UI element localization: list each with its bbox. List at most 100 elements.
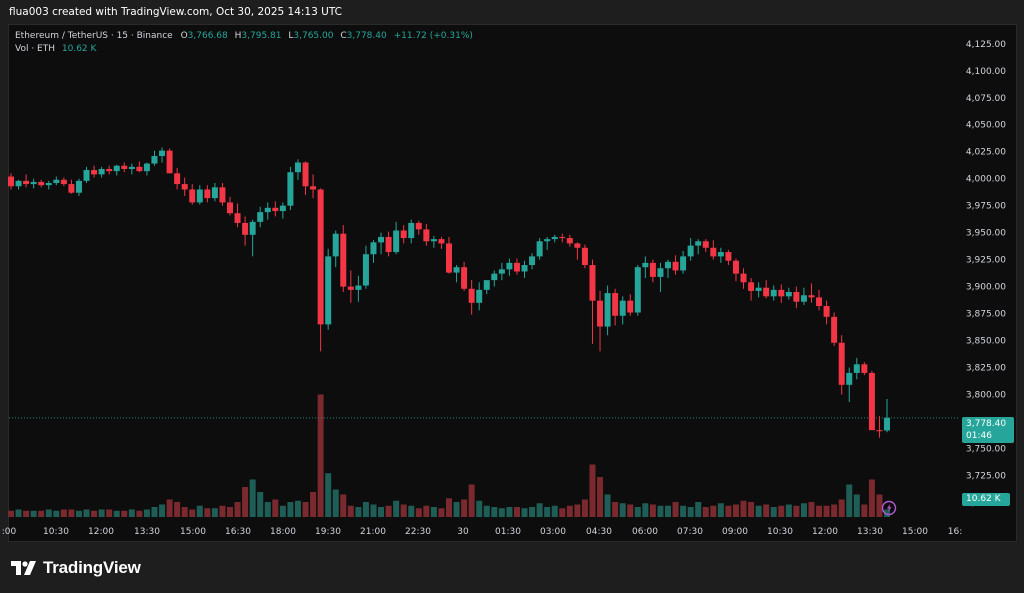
volume-bar [476,500,483,517]
volume-bar [453,502,460,517]
bar-countdown: 01:46 [966,431,992,441]
candle-body [619,300,626,316]
y-tick-label: 3,725.00 [966,471,1006,481]
candle-body [453,267,460,273]
candle-body [770,289,777,297]
candle-body [831,316,838,343]
volume-bar [408,505,415,517]
volume-bar [159,504,166,517]
x-tick-label: 04:30 [586,527,612,537]
volume-bar [687,507,694,517]
chart-panel[interactable] [8,24,1017,542]
y-tick-label: 3,925.00 [966,256,1006,266]
volume-bar [136,510,143,517]
candle-body [846,372,853,385]
candle-body [717,252,724,257]
candle-body [536,241,543,257]
candle-body [574,243,581,248]
candle-body [665,261,671,269]
volume-bar [415,508,422,517]
candle-body [461,267,468,289]
volume-bar [808,502,815,517]
volume-bar [438,508,445,517]
candle-body [143,163,150,172]
close-value: 3,778.40 [346,31,387,41]
volume-bar [446,498,452,517]
volume-bar [861,504,868,517]
volume-bar [581,499,588,517]
candle-body [257,212,264,222]
candle-body [378,236,385,243]
candle-body [581,247,588,266]
volume-label[interactable]: Vol · ETH [15,44,55,54]
tradingview-logo[interactable]: TradingView [11,557,141,579]
candle-body [393,230,400,253]
candle-body [513,262,520,272]
y-tick-label: 3,825.00 [966,364,1006,374]
candle-body [476,289,483,303]
x-tick-label: 09:00 [722,527,748,537]
candle-body [294,162,301,173]
candle-body [106,168,113,172]
volume-bar [513,507,520,517]
x-tick-label: 16:30 [225,527,251,537]
volume-bar [400,504,407,517]
volume-bar [189,509,196,517]
candle-body [740,273,747,283]
volume-bar [770,507,777,517]
candle-body [287,172,294,206]
candle-body [60,179,67,185]
volume-bar [491,507,498,517]
x-tick-label: 03:00 [540,527,566,537]
candle-body [30,181,37,185]
high-label: H [234,31,242,41]
candle-body [657,268,664,277]
low-value: 3,765.00 [293,31,334,41]
candle-body [604,293,611,327]
volume-bar [717,503,724,517]
x-tick-label: :00 [2,527,17,537]
candle-body [75,180,82,193]
x-tick-label: 22:30 [405,527,431,537]
volume-bar [649,504,656,517]
x-tick-label: 21:00 [360,527,386,537]
candle-body [355,285,362,290]
candle-body [317,189,324,325]
candle-body [544,239,551,242]
x-tick-label: 13:30 [134,527,160,537]
volume-bar [680,505,687,517]
volume-bar [362,502,369,517]
volume-bar [83,509,90,517]
candle-body [446,243,452,273]
x-tick-label: 10:30 [767,527,793,537]
chart-credit: flua003 created with TradingView.com, Oc… [9,6,342,18]
x-tick-label: 16: [948,527,962,537]
volume-bar [166,499,173,517]
x-tick-label: 12:00 [812,527,838,537]
volume-bar [30,510,37,517]
candle-body [38,181,45,186]
candle-body [702,241,709,248]
candle-body [748,282,755,291]
candle-body [325,256,332,325]
volume-bar [174,502,181,517]
candle-body [423,229,430,242]
candle-body [362,254,369,286]
candle-body [649,262,656,277]
candle-body [272,207,279,212]
candle-body [370,242,377,255]
volume-bar [370,504,377,517]
volume-bar [793,505,800,517]
volume-bar [196,505,203,517]
candle-body [302,162,309,187]
y-tick-label: 4,000.00 [966,175,1006,185]
y-tick-label: 3,750.00 [966,444,1006,454]
chart-legend: Ethereum / TetherUS · 15 · Binance O3,76… [15,30,473,56]
volume-bar [151,507,158,517]
candle-body [113,165,120,172]
candle-body [91,170,98,175]
symbol-label[interactable]: Ethereum / TetherUS · 15 · Binance [15,31,173,41]
x-tick-label: 18:00 [270,527,296,537]
y-tick-label: 4,025.00 [966,148,1006,158]
